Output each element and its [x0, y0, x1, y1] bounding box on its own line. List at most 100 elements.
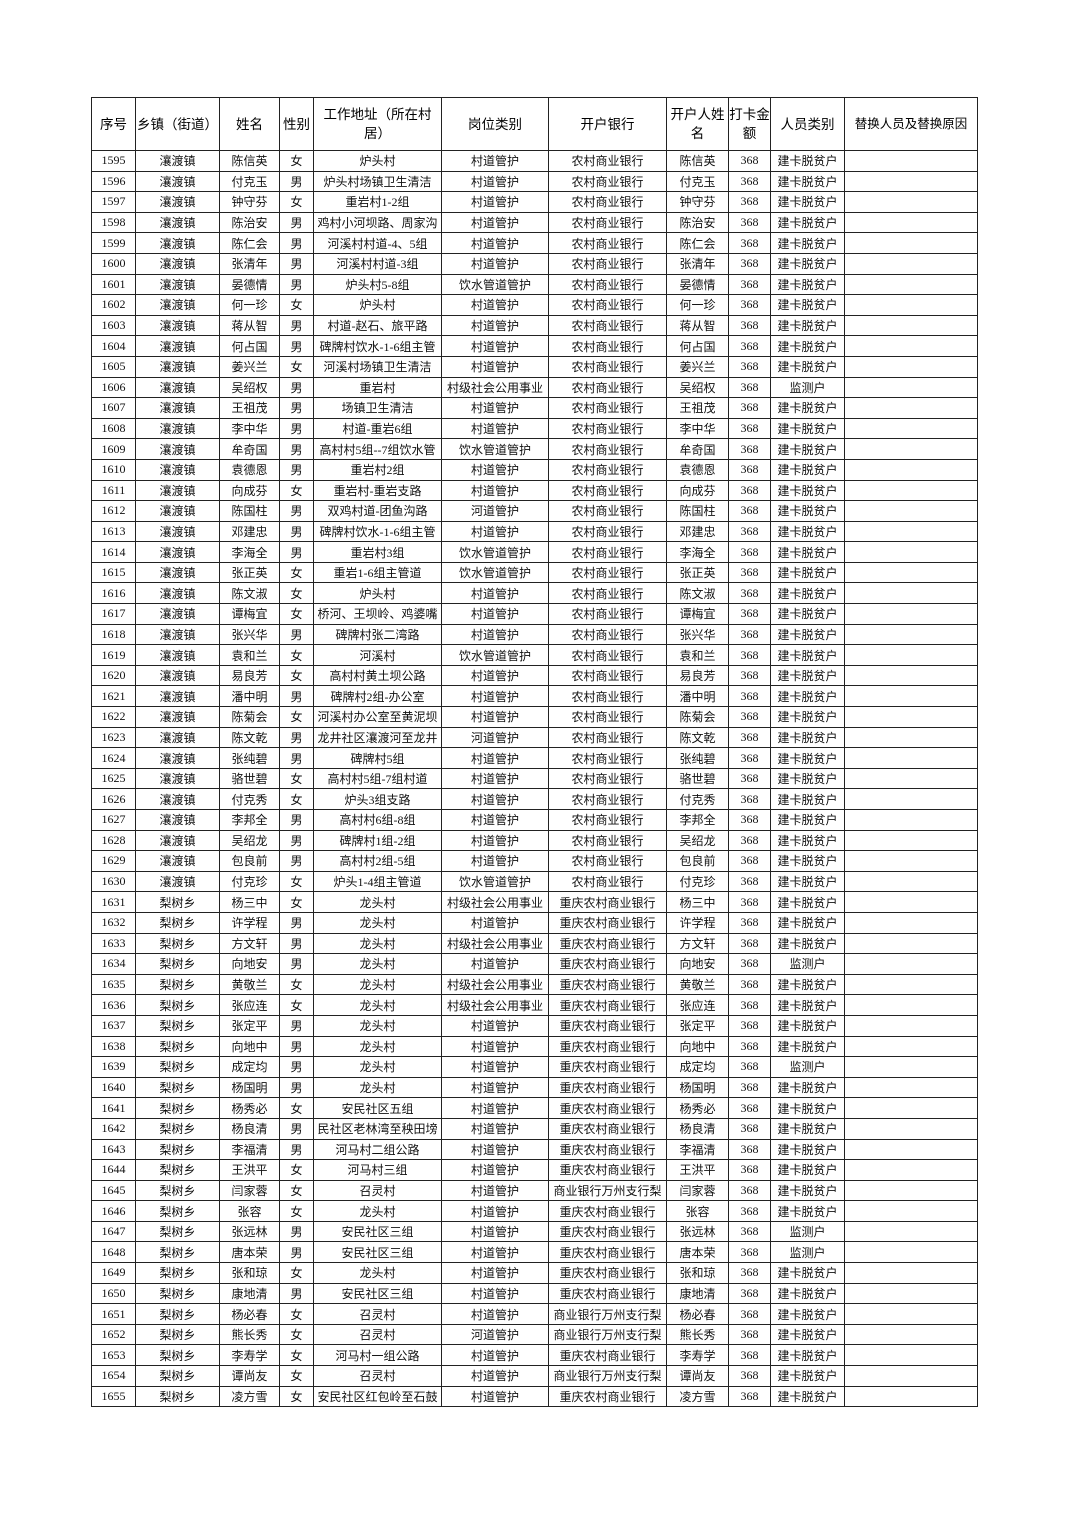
category-text: 建卡脱贫户: [777, 360, 838, 375]
cell-category: 建卡脱贫户: [770, 1344, 845, 1367]
cell-seq: 1614: [91, 541, 136, 563]
town-text: 梨树乡: [159, 1389, 196, 1404]
amount-text: 368: [740, 647, 759, 662]
amount-text: 368: [740, 1100, 759, 1115]
cell-category: 建卡脱贫户: [770, 870, 845, 893]
table-row: 1642 梨树乡 杨良清 男民社区老林湾至秧田塝 村道管护 重庆农村商业银行 杨良清 368 建…: [91, 1117, 978, 1140]
cell-replacement: [844, 891, 978, 913]
seq-text: 1595: [101, 153, 126, 168]
post-text: 村道管护: [470, 1163, 519, 1178]
post-text: 村道管护: [470, 813, 519, 828]
cell-post: 村道管护: [441, 1076, 549, 1099]
cell-category: 建卡脱贫户: [770, 911, 845, 934]
cell-address: 龙头村: [313, 994, 442, 1016]
cell-seq: 1618: [91, 623, 136, 646]
table-row: 1604 瀼渡镇 何占国 男 碑牌村饮水-1-6组主管 村道管护 农村商业银行 何占国 368 建…: [91, 335, 978, 357]
bank-text: 商业银行万州支行梨: [553, 1328, 662, 1343]
address-text: 河马村一组公路: [335, 1348, 420, 1363]
town-text: 瀼渡镇: [159, 401, 196, 416]
table-row: 1624 瀼渡镇 张纯碧 男 碑牌村5组 村道管护 农村商业银行 张纯碧 368 建卡脱贫户: [91, 747, 978, 769]
holder-text: 杨必春: [679, 1307, 716, 1322]
town-text: 瀼渡镇: [159, 689, 196, 704]
cell-address: 炉头村: [313, 294, 442, 316]
gender-text: 男: [290, 380, 303, 395]
cell-amount: 368: [728, 335, 771, 357]
town-text: 瀼渡镇: [159, 854, 196, 869]
town-text: 梨树乡: [159, 1245, 196, 1260]
cell-address: 重岩1-6组主管道: [313, 561, 442, 584]
amount-text: 368: [740, 1368, 759, 1383]
cell-seq: 1620: [91, 664, 136, 687]
cell-town: 梨树乡: [135, 1056, 220, 1078]
bank-text: 重庆农村商业银行: [559, 1204, 656, 1219]
cell-category: 建卡脱贫户: [770, 438, 845, 460]
cell-address: 重岩村3组: [313, 541, 442, 563]
town-text: 梨树乡: [159, 1307, 196, 1322]
cell-address: 碑牌村饮水-1-6组主管: [313, 520, 442, 543]
cell-holder: 潘中明: [666, 685, 729, 708]
address-text: 炉头3组支路: [344, 792, 411, 807]
bank-text: 重庆农村商业银行: [559, 957, 656, 972]
cell-amount: 368: [728, 747, 771, 769]
category-text: 建卡脱贫户: [777, 751, 838, 766]
cell-gender: 女: [279, 150, 314, 172]
post-text: 村道管护: [470, 524, 519, 539]
cell-bank: 农村商业银行: [548, 561, 667, 584]
holder-text: 李邦全: [679, 813, 716, 828]
cell-amount: 368: [728, 1159, 771, 1181]
gender-text: 男: [290, 1081, 303, 1096]
table-row: 1652 梨树乡 熊长秀 女 召灵村 河道管护 商业银行万州支行梨 熊长秀 368 建卡脱贫户: [91, 1323, 978, 1346]
cell-address: 碑牌村1组-2组: [313, 829, 442, 852]
cell-name: 钟守芬: [219, 191, 280, 213]
cell-holder: 张纯碧: [666, 747, 729, 769]
holder-text: 李中华: [679, 422, 716, 437]
address-text: 龙头村: [359, 936, 396, 951]
cell-category: 建卡脱贫户: [770, 479, 845, 502]
gender-text: 男: [290, 236, 303, 251]
cell-bank: 重庆农村商业银行: [548, 1344, 667, 1367]
cell-name: 李寿学: [219, 1344, 280, 1367]
post-text: 村道管护: [470, 195, 519, 210]
cell-amount: 368: [728, 870, 771, 893]
cell-category: 建卡脱贫户: [770, 417, 845, 440]
gender-text: 女: [290, 648, 303, 663]
bank-text: 农村商业银行: [571, 483, 644, 498]
cell-replacement: [844, 1282, 978, 1305]
category-text: 建卡脱贫户: [777, 1286, 838, 1301]
amount-text: 368: [740, 173, 759, 188]
cell-replacement: [844, 1200, 978, 1222]
address-text: 双鸡村道-团鱼沟路: [327, 504, 428, 519]
holder-text: 陈仁会: [679, 236, 716, 251]
cell-category: 建卡脱贫户: [770, 150, 845, 172]
cell-bank: 农村商业银行: [548, 417, 667, 440]
cell-amount: 368: [728, 973, 771, 996]
cell-address: 龙头村: [313, 1200, 442, 1222]
cell-seq: 1650: [91, 1282, 136, 1305]
bank-text: 农村商业银行: [571, 463, 644, 478]
holder-text: 王祖茂: [679, 401, 716, 416]
cell-amount: 368: [728, 994, 771, 1016]
cell-category: 建卡脱贫户: [770, 1200, 845, 1222]
cell-seq: 1615: [91, 561, 136, 584]
cell-town: 梨树乡: [135, 1303, 220, 1325]
cell-replacement: [844, 170, 978, 193]
category-text: 建卡脱贫户: [777, 813, 838, 828]
cell-gender: 男: [279, 1241, 314, 1264]
name-text: 潘中明: [231, 689, 268, 704]
cell-replacement: [844, 458, 978, 481]
cell-category: 建卡脱贫户: [770, 1138, 845, 1161]
cell-post: 村道管护: [441, 1179, 549, 1202]
post-text: 村道管护: [470, 319, 519, 334]
table-row: 1625 瀼渡镇 骆世碧 女 高村村5组-7组村道 村道管护 农村商业银行 骆世碧 368 建卡脱…: [91, 767, 978, 790]
amount-text: 368: [740, 874, 759, 889]
cell-amount: 368: [728, 1282, 771, 1305]
seq-text: 1624: [101, 750, 126, 765]
cell-gender: 男: [279, 232, 314, 254]
cell-seq: 1629: [91, 850, 136, 872]
gender-text: 女: [290, 298, 303, 313]
town-text: 瀼渡镇: [159, 813, 196, 828]
cell-replacement: [844, 953, 978, 975]
name-text: 陈治安: [231, 216, 268, 231]
cell-holder: 蒋从智: [666, 314, 729, 337]
holder-text: 李寿学: [679, 1348, 716, 1363]
